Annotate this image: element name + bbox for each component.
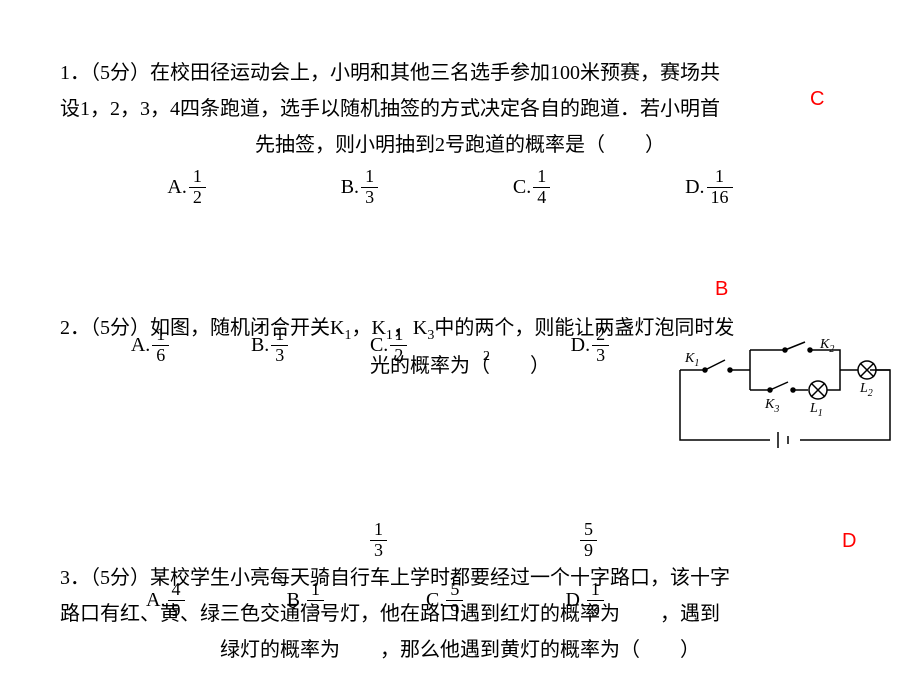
svg-text:L2: L2 bbox=[859, 381, 873, 399]
q3-opt-d: D. 19 bbox=[565, 580, 603, 621]
q3-options: A. 49 B. 13 C. 59 D. 19 bbox=[95, 580, 655, 621]
q1-line2: 设1，2，3，4四条跑道，选手以随机抽签的方式决定各自的跑道．若小明首 bbox=[60, 98, 720, 120]
q3-opt-a: A. 49 bbox=[146, 580, 184, 621]
q1-line3: 先抽签，则小明抽到2号跑道的概率是（ ） bbox=[255, 134, 665, 156]
q2-opt-c: C. 12 bbox=[370, 325, 407, 366]
svg-text:K1: K1 bbox=[684, 351, 699, 369]
q1-opt-a: A. 12 bbox=[167, 167, 205, 208]
q3-line3: 绿灯的概率为 ，那么他遇到黄灯的概率为（ ） bbox=[220, 639, 700, 661]
q1-stem: 1．（5分）在校田径运动会上，小明和其他三名选手参加100米预赛，赛场共 设1，… bbox=[60, 55, 860, 163]
svg-text:L1: L1 bbox=[809, 401, 823, 419]
q1-opt-c: C. 14 bbox=[513, 167, 550, 208]
svg-text:K2: K2 bbox=[819, 337, 834, 355]
q2-opt-b: B. 13 bbox=[251, 325, 288, 366]
answer-annotation-3: D bbox=[842, 530, 856, 553]
q3-opt-b: B. 13 bbox=[287, 580, 324, 621]
circuit-diagram: K1 K2 K3 L1 L2 bbox=[670, 330, 900, 450]
answer-annotation-2: B bbox=[715, 278, 728, 301]
q2-opt-a: A. 16 bbox=[131, 325, 169, 366]
q1-line1: 1．（5分）在校田径运动会上，小明和其他三名选手参加100米预赛，赛场共 bbox=[60, 62, 720, 84]
svg-text:K3: K3 bbox=[764, 397, 779, 415]
q3-red-prob-frac: 13 bbox=[370, 520, 387, 561]
question-1: 1．（5分）在校田径运动会上，小明和其他三名选手参加100米预赛，赛场共 设1，… bbox=[60, 55, 860, 208]
q1-opt-b: B. 13 bbox=[341, 167, 378, 208]
q3-opt-c: C. 59 bbox=[426, 580, 463, 621]
q1-options: A. 12 B. 13 C. 14 D. 116 bbox=[60, 167, 860, 208]
q2-opt-d: D. 23 bbox=[571, 325, 609, 366]
q3-green-prob-frac: 59 bbox=[580, 520, 597, 561]
answer-annotation-1: C bbox=[810, 88, 824, 111]
q2-options: A. 16 B. 13 C. 12 2 D. 23 bbox=[90, 325, 650, 366]
q1-opt-d: D. 116 bbox=[685, 167, 732, 208]
